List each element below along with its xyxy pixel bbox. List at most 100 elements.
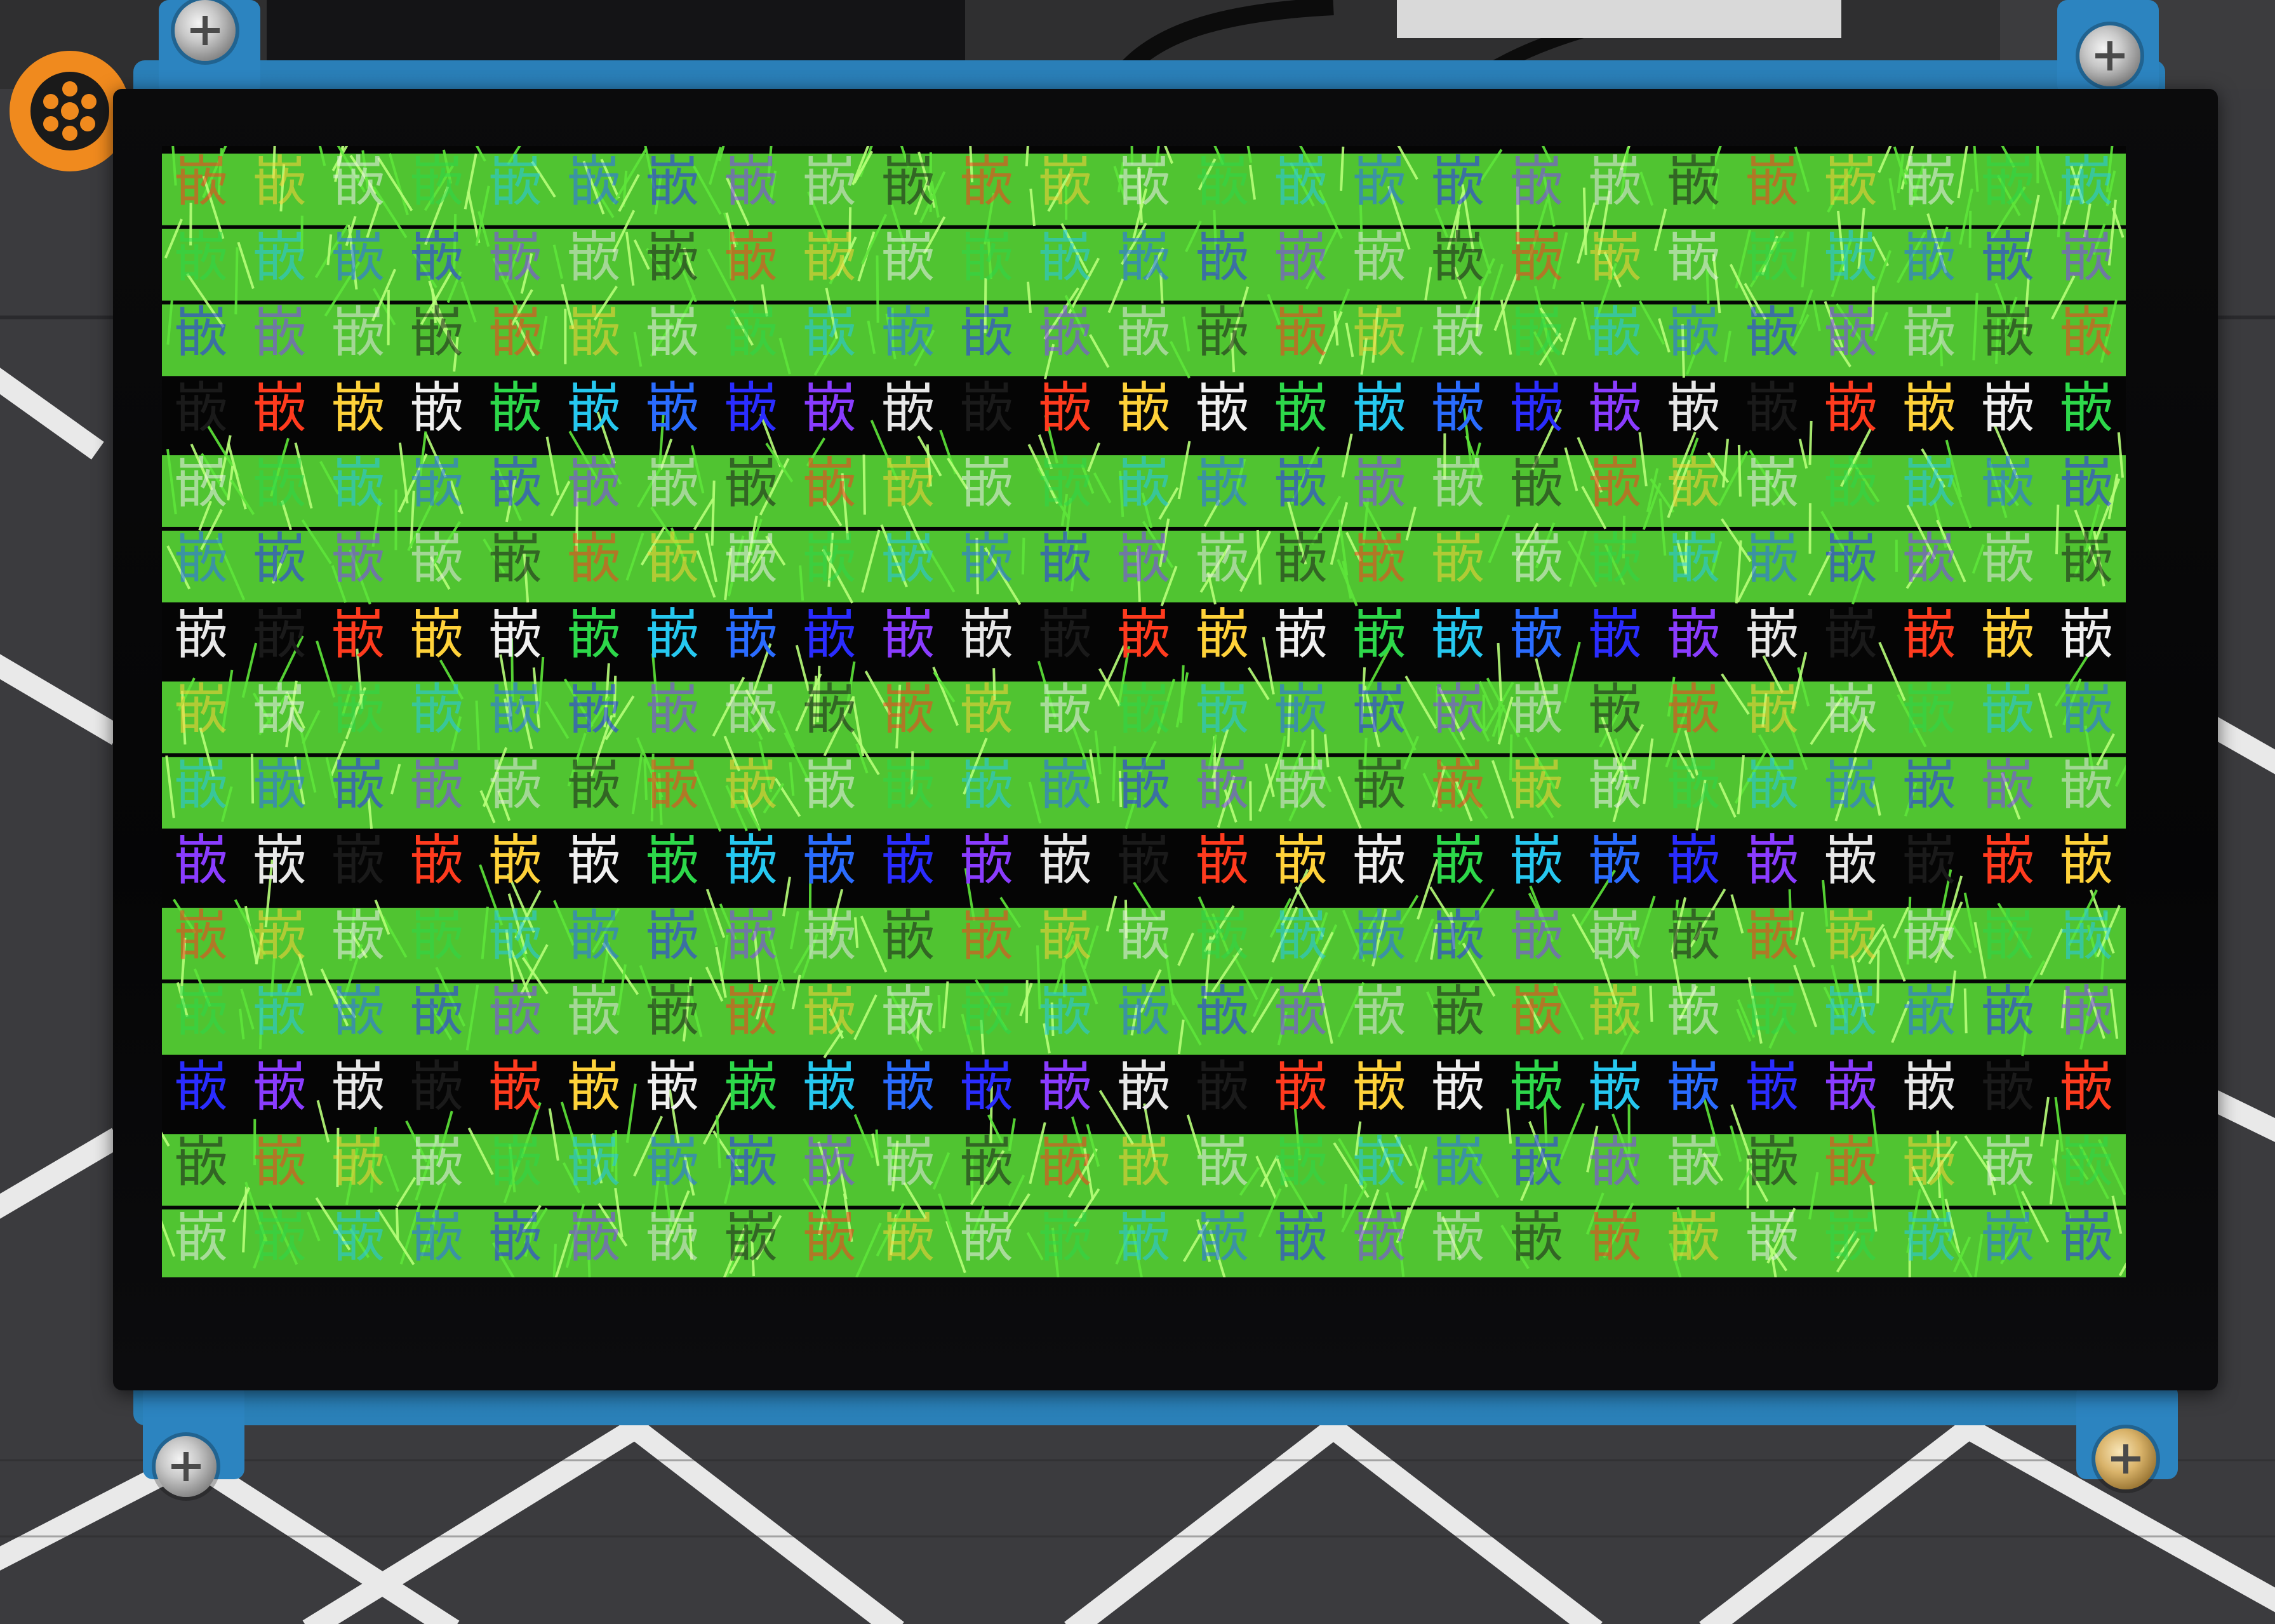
grass-blade bbox=[2107, 199, 2117, 266]
glyph-cell: 嵌 bbox=[1195, 528, 1250, 591]
grass-blade bbox=[1182, 1219, 1210, 1262]
grass-blade bbox=[1403, 735, 1420, 769]
grass-blade bbox=[1874, 250, 1892, 293]
grass-blade bbox=[1340, 146, 1345, 191]
grass-blade bbox=[984, 547, 1022, 606]
grass-blade bbox=[1480, 149, 1503, 181]
grass-blade bbox=[420, 271, 453, 325]
glyph-cell: 嵌 bbox=[410, 754, 464, 817]
grass-blade bbox=[2092, 223, 2106, 255]
grass-blade bbox=[1488, 514, 1511, 564]
glyph-cell: 嵌 bbox=[1117, 603, 1171, 666]
grass-blade bbox=[1601, 716, 1624, 773]
glyph-cell: 嵌 bbox=[959, 302, 1014, 364]
grass-blade bbox=[712, 676, 745, 737]
grass-blade bbox=[450, 480, 464, 515]
glyph-cell: 嵌 bbox=[1509, 1056, 1564, 1119]
grass-blade bbox=[2118, 1262, 2126, 1277]
glyph-cell: 嵌 bbox=[1667, 905, 1721, 968]
glyph-cell: 嵌 bbox=[803, 528, 857, 591]
grass-blade bbox=[774, 778, 801, 817]
grass-blade bbox=[388, 153, 409, 216]
grass-blade bbox=[853, 994, 877, 1041]
grass-blade bbox=[1707, 452, 1730, 483]
grass-blade bbox=[1130, 1004, 1138, 1036]
grass-blade bbox=[199, 727, 215, 777]
glyph-cell: 嵌 bbox=[881, 377, 936, 440]
glyph-cell: 嵌 bbox=[645, 453, 700, 516]
grass-blade bbox=[1653, 208, 1667, 251]
grass-blade bbox=[1702, 1095, 1721, 1157]
glyph-cell: 嵌 bbox=[1195, 453, 1250, 516]
grass-blade bbox=[1868, 935, 1887, 965]
grass-blade bbox=[674, 294, 696, 331]
glyph-cell: 嵌 bbox=[174, 1131, 229, 1194]
grass-blade bbox=[1897, 154, 1905, 194]
glyph-cell: 嵌 bbox=[2059, 151, 2114, 214]
grass-blade bbox=[1068, 1148, 1098, 1198]
glyph-cell: 嵌 bbox=[1824, 377, 1878, 440]
grass-blade bbox=[453, 336, 459, 372]
grass-blade bbox=[2083, 203, 2092, 237]
grass-blade bbox=[1831, 239, 1853, 298]
glyph-cell: 嵌 bbox=[645, 226, 700, 289]
glyph-cell: 嵌 bbox=[803, 226, 857, 289]
grass-blade bbox=[1290, 446, 1320, 505]
grass-blade bbox=[1705, 269, 1710, 304]
grass-blade bbox=[1658, 498, 1667, 556]
grass-blade bbox=[876, 1202, 905, 1257]
grass-blade bbox=[1264, 763, 1275, 797]
glyph-cell: 嵌 bbox=[803, 603, 857, 666]
grass-blade bbox=[1293, 1107, 1302, 1161]
glyph-cell: 嵌 bbox=[1038, 905, 1093, 968]
glyph-cell: 嵌 bbox=[1431, 151, 1486, 214]
grass-blade bbox=[1991, 186, 2026, 240]
grass-blade bbox=[1671, 897, 1687, 953]
grass-blade bbox=[200, 509, 223, 550]
grass-blade bbox=[428, 1208, 437, 1249]
glyph-cell: 嵌 bbox=[1274, 1207, 1328, 1270]
grass-blade bbox=[2062, 163, 2083, 225]
grass-blade bbox=[1905, 549, 1933, 589]
grass-blade bbox=[687, 985, 703, 1037]
grass-blade bbox=[436, 1110, 453, 1166]
grass-blade bbox=[314, 223, 349, 279]
grass-blade bbox=[1944, 1199, 1961, 1254]
grass-blade bbox=[1973, 922, 1987, 979]
grass-blade bbox=[1689, 888, 1726, 948]
grass-blade bbox=[1553, 982, 1584, 1041]
glyph-cell: 嵌 bbox=[1588, 679, 1643, 742]
glyph-cell: 嵌 bbox=[1117, 830, 1171, 893]
glyph-cell: 嵌 bbox=[488, 1207, 543, 1270]
glyph-cell: 嵌 bbox=[1824, 151, 1878, 214]
grass-blade bbox=[1684, 730, 1699, 776]
glyph-cell: 嵌 bbox=[1352, 453, 1407, 516]
glyph-cell: 嵌 bbox=[410, 1131, 464, 1194]
grass-blade bbox=[813, 335, 839, 376]
grass-blade bbox=[1360, 338, 1368, 375]
grass-blade bbox=[165, 755, 175, 818]
grass-blade bbox=[841, 473, 850, 540]
grass-blade bbox=[1341, 1183, 1347, 1218]
grass-blade bbox=[693, 770, 722, 832]
glyph-cell: 嵌 bbox=[253, 1056, 307, 1119]
grass-blade bbox=[688, 1224, 693, 1260]
glyph-cell: 嵌 bbox=[1352, 1207, 1407, 1270]
grass-blade bbox=[1159, 518, 1170, 568]
grass-blade bbox=[349, 1228, 370, 1258]
grass-blade bbox=[725, 1218, 751, 1277]
grass-blade bbox=[567, 733, 587, 787]
grass-blade bbox=[396, 1176, 417, 1208]
grass-blade bbox=[532, 667, 541, 728]
glyph-cell: 嵌 bbox=[2059, 1207, 2114, 1270]
grass-blade bbox=[1064, 295, 1087, 338]
grass-blade bbox=[1791, 314, 1810, 347]
grass-blade bbox=[499, 654, 512, 717]
glyph-cell: 嵌 bbox=[1117, 528, 1171, 591]
grass-blade bbox=[1896, 231, 1926, 284]
glyph-cell: 嵌 bbox=[2059, 226, 2114, 289]
grass-blade bbox=[744, 707, 763, 740]
grass-blade bbox=[2086, 988, 2105, 1039]
glyph-cell: 嵌 bbox=[1981, 603, 2036, 666]
grass-blade bbox=[497, 790, 511, 822]
